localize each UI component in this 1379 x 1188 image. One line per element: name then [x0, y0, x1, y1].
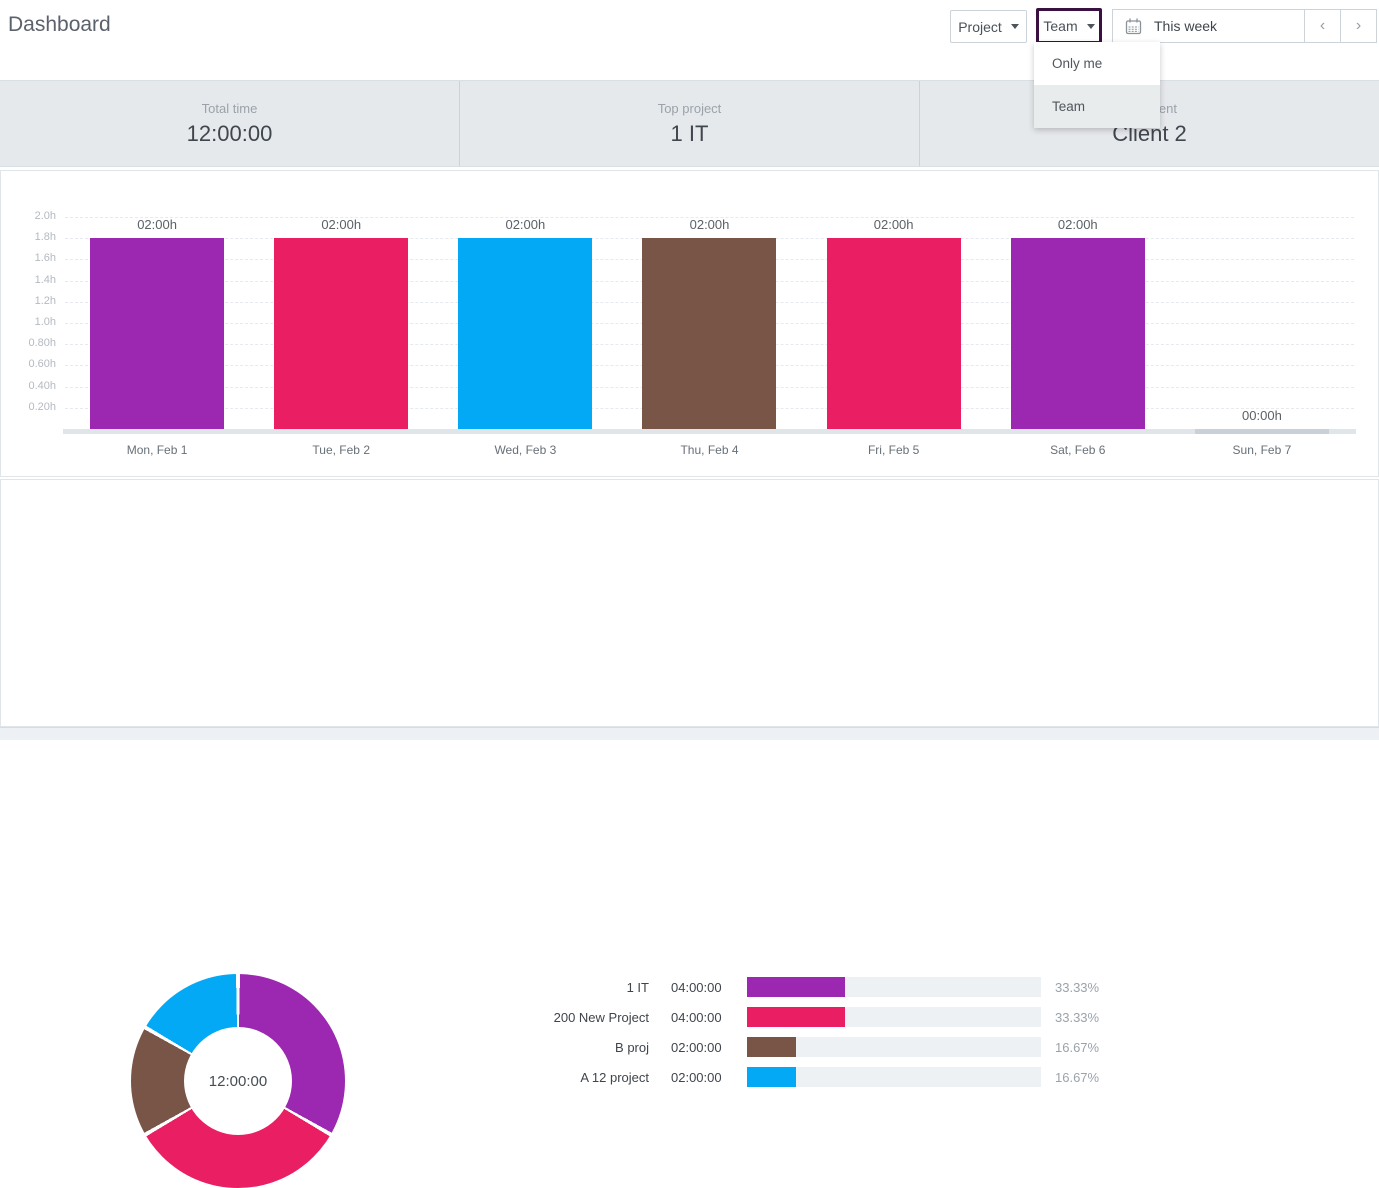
card-label: Top project	[658, 101, 722, 116]
card-label: Total time	[202, 101, 258, 116]
legend-bar-track	[747, 1007, 1041, 1027]
y-tick-label: 0.40h	[6, 380, 56, 392]
legend-project-name: 200 New Project	[481, 1010, 649, 1025]
x-axis-label: Wed, Feb 3	[433, 443, 617, 457]
dashboard-page: Dashboard Project Team This week	[0, 0, 1379, 740]
donut-chart: 12:00:00	[131, 974, 345, 1188]
project-legend: 1 IT 04:00:00 33.33% 200 New Project 04:00:0…	[481, 972, 1099, 1092]
legend-project-name: 1 IT	[481, 980, 649, 995]
bar-column: 02:00hThu, Feb 4	[617, 217, 801, 429]
bar-column: 02:00hMon, Feb 1	[65, 217, 249, 429]
bar	[827, 238, 961, 429]
summary-card-total-time: Total time 12:00:00	[0, 81, 459, 166]
bar	[90, 238, 224, 429]
card-value: 12:00:00	[187, 121, 273, 147]
bar-column: 00:00hSun, Feb 7	[1170, 217, 1354, 429]
project-filter-label: Project	[958, 19, 1002, 35]
y-tick-label: 1.6h	[6, 252, 56, 264]
legend-row: 1 IT 04:00:00 33.33%	[481, 972, 1099, 1002]
legend-percent: 33.33%	[1055, 980, 1099, 995]
team-dropdown-menu: Only meTeam	[1034, 42, 1160, 128]
header: Dashboard Project Team This week	[0, 0, 1379, 80]
legend-time: 02:00:00	[671, 1070, 737, 1085]
legend-bar-fill	[747, 1067, 796, 1087]
calendar-icon	[1125, 18, 1142, 35]
bar	[1011, 238, 1145, 429]
legend-bar-track	[747, 977, 1041, 997]
legend-bar-fill	[747, 1037, 796, 1057]
x-axis-label: Sun, Feb 7	[1170, 443, 1354, 457]
page-title: Dashboard	[8, 13, 111, 37]
bar-value-label: 02:00h	[1058, 217, 1098, 232]
x-axis-label: Sat, Feb 6	[986, 443, 1170, 457]
previous-period-button[interactable]: ‹	[1304, 9, 1341, 43]
summary-card-top-project: Top project 1 IT	[459, 81, 919, 166]
donut-total-label: 12:00:00	[209, 1073, 267, 1090]
y-tick-label: 1.0h	[6, 316, 56, 328]
bar-column: 02:00hTue, Feb 2	[249, 217, 433, 429]
team-filter-label: Team	[1043, 18, 1077, 34]
bar	[642, 238, 776, 429]
dropdown-item-team[interactable]: Team	[1034, 85, 1160, 128]
bar-value-label: 02:00h	[137, 217, 177, 232]
x-axis-label: Fri, Feb 5	[802, 443, 986, 457]
legend-bar-fill	[747, 1007, 845, 1027]
x-axis-label: Thu, Feb 4	[617, 443, 801, 457]
daily-bar-chart-panel: 0.20h 0.40h 0.60h 0.80h 1.0h 1.2h 1.4h 1.6h 1.8h…	[0, 170, 1379, 477]
y-tick-label: 1.8h	[6, 231, 56, 243]
project-filter-button[interactable]: Project	[950, 10, 1027, 43]
bar-value-label: 02:00h	[321, 217, 361, 232]
bar-chart-plot-area: 0.20h0.40h0.60h0.80h1.0h1.2h1.4h1.6h1.8h…	[65, 217, 1354, 429]
legend-time: 04:00:00	[671, 980, 737, 995]
date-range-picker[interactable]: This week	[1112, 9, 1305, 43]
legend-project-name: A 12 project	[481, 1070, 649, 1085]
page-background-strip	[0, 727, 1379, 740]
bar	[274, 238, 408, 429]
legend-project-name: B proj	[481, 1040, 649, 1055]
legend-bar-track	[747, 1067, 1041, 1087]
bar-column: 02:00hSat, Feb 6	[986, 217, 1170, 429]
legend-bar-fill	[747, 977, 845, 997]
bar-column: 02:00hWed, Feb 3	[433, 217, 617, 429]
x-axis-label: Mon, Feb 1	[65, 443, 249, 457]
legend-row: A 12 project 02:00:00 16.67%	[481, 1062, 1099, 1092]
legend-bar-track	[747, 1037, 1041, 1057]
chevron-left-icon: ‹	[1320, 17, 1325, 35]
chevron-down-icon	[1011, 24, 1019, 29]
bar-value-label: 02:00h	[874, 217, 914, 232]
date-range-label: This week	[1154, 18, 1217, 34]
y-tick-label: 2.0h	[6, 210, 56, 222]
card-value: 1 IT	[671, 121, 709, 147]
y-tick-label: 1.4h	[6, 274, 56, 286]
x-axis-label: Tue, Feb 2	[249, 443, 433, 457]
y-tick-label: 0.20h	[6, 401, 56, 413]
bar-value-label: 02:00h	[505, 217, 545, 232]
legend-percent: 33.33%	[1055, 1010, 1099, 1025]
project-breakdown-panel: 12:00:00 1 IT04:00:0033.33%200 New Proje…	[0, 479, 1379, 727]
zero-value-bar	[1195, 429, 1329, 434]
team-filter-button[interactable]: Team	[1036, 8, 1102, 44]
legend-row: 200 New Project 04:00:00 33.33%	[481, 1002, 1099, 1032]
bar-value-label: 00:00h	[1242, 408, 1282, 423]
legend-time: 04:00:00	[671, 1010, 737, 1025]
donut-hole: 12:00:00	[184, 1027, 292, 1135]
legend-percent: 16.67%	[1055, 1040, 1099, 1055]
chevron-right-icon: ›	[1356, 17, 1361, 35]
next-period-button[interactable]: ›	[1340, 9, 1377, 43]
dropdown-item-only-me[interactable]: Only me	[1034, 42, 1160, 85]
legend-percent: 16.67%	[1055, 1070, 1099, 1085]
bar-column: 02:00hFri, Feb 5	[802, 217, 986, 429]
legend-time: 02:00:00	[671, 1040, 737, 1055]
summary-cards-row: Total time12:00:00Top project1 ITTop cli…	[0, 80, 1379, 167]
y-tick-label: 0.60h	[6, 358, 56, 370]
y-tick-label: 1.2h	[6, 295, 56, 307]
bar-value-label: 02:00h	[690, 217, 730, 232]
y-tick-label: 0.80h	[6, 337, 56, 349]
x-axis-baseline	[63, 429, 1356, 434]
bar	[458, 238, 592, 429]
chevron-down-icon	[1087, 24, 1095, 29]
legend-row: B proj 02:00:00 16.67%	[481, 1032, 1099, 1062]
